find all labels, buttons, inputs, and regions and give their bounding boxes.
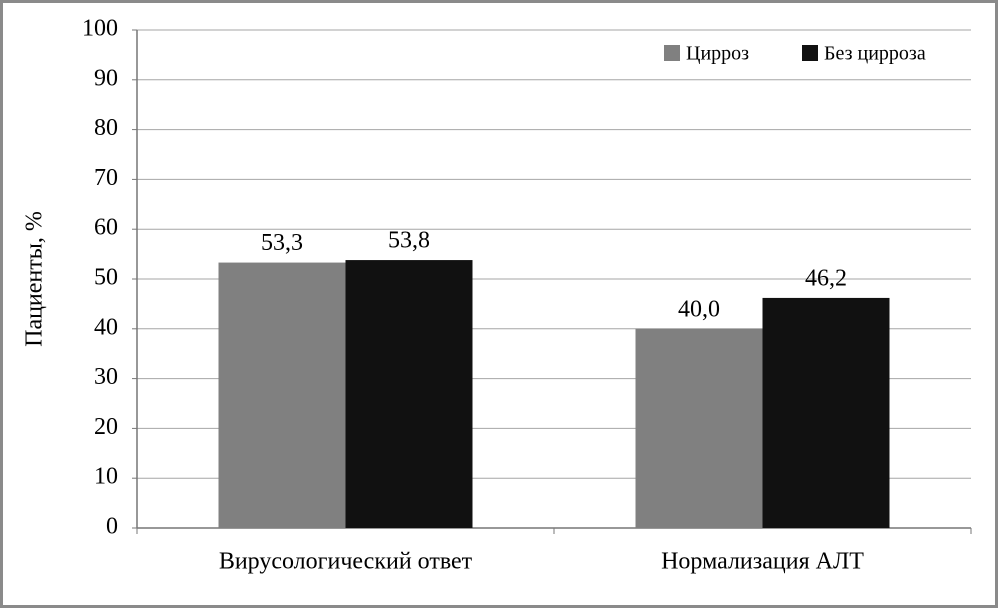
y-tick-label: 40: [94, 314, 118, 340]
y-tick-label: 0: [106, 514, 118, 540]
bar: [762, 297, 890, 528]
value-label: 40,0: [678, 296, 720, 322]
y-tick-label: 100: [82, 16, 118, 42]
value-label: 53,3: [261, 230, 303, 256]
legend-swatch: [802, 45, 818, 61]
y-tick-label: 80: [94, 115, 118, 141]
y-tick-label: 50: [94, 265, 118, 291]
bar: [345, 260, 473, 528]
bar: [635, 328, 763, 528]
y-tick-label: 20: [94, 414, 118, 440]
x-tick-label: Вирусологический ответ: [219, 549, 473, 575]
y-tick-label: 10: [94, 464, 118, 490]
y-tick-label: 60: [94, 215, 118, 241]
bar: [218, 262, 346, 528]
x-tick-label: Нормализация АЛТ: [661, 549, 864, 575]
y-tick-label: 90: [94, 65, 118, 91]
y-tick-label: 30: [94, 364, 118, 390]
value-label: 46,2: [805, 265, 847, 291]
y-tick-label: 70: [94, 165, 118, 191]
legend-swatch: [664, 45, 680, 61]
legend-label: Цирроз: [686, 43, 749, 65]
legend-label: Без цирроза: [824, 43, 926, 65]
y-axis-label: Пациенты, %: [22, 211, 48, 347]
value-label: 53,8: [388, 228, 430, 254]
